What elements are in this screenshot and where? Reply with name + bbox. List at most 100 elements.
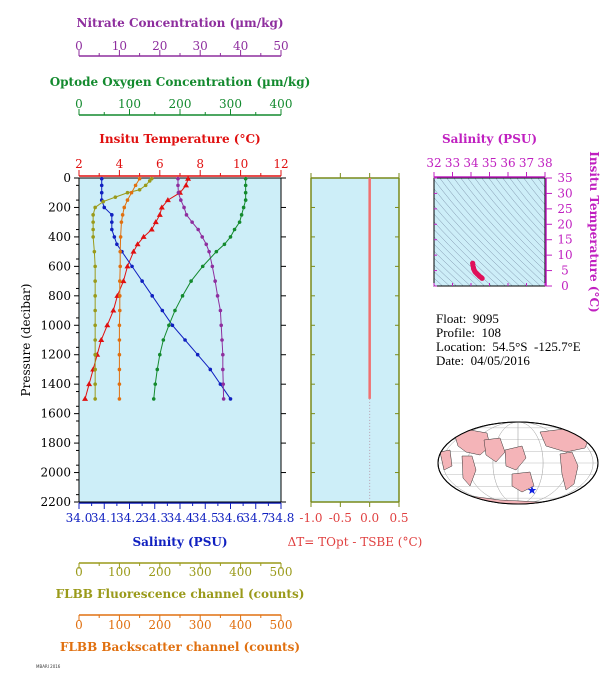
oxygen-point xyxy=(189,279,193,283)
oxygen-point xyxy=(239,213,244,217)
backscatter-axis-label: FLBB Backscatter channel (counts) xyxy=(60,640,300,654)
oxygen-point xyxy=(228,235,233,239)
nitrate-point xyxy=(218,308,223,313)
salinity-point xyxy=(102,205,107,210)
backscatter-point xyxy=(117,367,122,372)
oxygen-tick-label: 200 xyxy=(169,97,192,111)
ts-point xyxy=(479,275,485,281)
ts-density-contour xyxy=(434,243,478,286)
salinity-tick-label: 34.1 xyxy=(91,511,118,525)
oxygen-tick-label: 400 xyxy=(270,97,293,111)
map-landmass xyxy=(559,451,579,491)
backscatter-point xyxy=(122,205,127,210)
ts-density-contour xyxy=(523,178,545,206)
ts-temperature-tick-label: 5 xyxy=(561,264,569,278)
delta-t-axis-label: ΔT= TOpt - TSBE (°C) xyxy=(288,535,423,549)
salinity-tick-label: 34.8 xyxy=(268,511,295,525)
delta-t-tick-label: -0.5 xyxy=(329,511,352,525)
ts-density-contour xyxy=(434,250,471,286)
backscatter-point xyxy=(117,352,122,357)
temperature-point xyxy=(98,337,105,342)
temperature-point xyxy=(120,278,127,284)
salinity-point xyxy=(150,294,155,298)
salinity-tick-label: 34.7 xyxy=(242,511,269,525)
oxygen-point xyxy=(158,352,162,357)
salinity-point xyxy=(218,382,223,386)
delta-t-tick-label: -1.0 xyxy=(299,511,322,525)
ts-density-contour xyxy=(537,178,545,188)
salinity-point xyxy=(170,323,175,328)
temperature-point xyxy=(158,204,165,210)
pressure-tick-label: 0 xyxy=(63,171,71,185)
oxygen-point xyxy=(243,176,248,181)
ts-salinity-tick-label: 35 xyxy=(482,156,497,170)
float-id: Float: 9095 xyxy=(436,311,499,326)
ts-temperature-tick-label: 35 xyxy=(557,171,572,185)
location: Location: 54.5°S -125.7°E xyxy=(436,339,581,354)
pressure-tick-label: 2000 xyxy=(40,466,71,480)
pressure-tick-label: 2200 xyxy=(40,495,71,509)
fluorescence-point xyxy=(93,382,97,386)
nitrate-point xyxy=(215,294,220,298)
nitrate-point xyxy=(176,176,180,181)
nitrate-point xyxy=(196,227,200,232)
fluorescence-point xyxy=(93,205,97,210)
fluorescence-tick-label: 400 xyxy=(229,565,252,579)
temperature-tick-label: 10 xyxy=(233,157,248,171)
backscatter-point xyxy=(117,382,122,386)
ts-temperature-tick-label: 30 xyxy=(557,186,572,200)
temperature-tick-label: 8 xyxy=(196,157,204,171)
fluorescence-point xyxy=(147,179,152,183)
pressure-tick-label: 600 xyxy=(48,259,71,273)
nitrate-point xyxy=(219,323,224,328)
fluorescence-point xyxy=(93,367,97,372)
nitrate-point xyxy=(207,249,211,254)
pressure-tick-label: 400 xyxy=(48,230,71,244)
oxygen-point xyxy=(232,227,237,232)
nitrate-tick-label: 10 xyxy=(112,39,127,53)
map-landmass xyxy=(454,429,491,456)
backscatter-tick-label: 100 xyxy=(108,618,131,632)
nitrate-point xyxy=(190,220,194,224)
temperature-axis-label: Insitu Temperature (°C) xyxy=(99,132,260,146)
pressure-axis-label: Pressure (decibar) xyxy=(19,284,33,397)
oxygen-point xyxy=(243,198,248,202)
nitrate-point xyxy=(179,198,183,202)
fluorescence-point xyxy=(91,227,95,232)
ts-density-contour xyxy=(474,178,545,258)
temperature-point xyxy=(82,395,89,401)
oxygen-point xyxy=(161,338,166,342)
footer-text: MBARI 2016 xyxy=(36,664,61,669)
ts-salinity-tick-label: 34 xyxy=(463,156,479,170)
nitrate-point xyxy=(176,183,180,188)
fluorescence-tick-label: 500 xyxy=(270,565,293,579)
backscatter-point xyxy=(118,294,122,298)
ts-salinity-tick-label: 33 xyxy=(445,156,460,170)
backscatter-point xyxy=(117,323,122,328)
temperature-point xyxy=(164,197,171,203)
ts-density-contour xyxy=(446,178,545,285)
backscatter-tick-label: 200 xyxy=(148,618,171,632)
fluorescence-tick-label: 200 xyxy=(148,565,171,579)
fluorescence-point xyxy=(93,279,97,283)
ts-density-contour xyxy=(516,178,545,214)
salinity-point xyxy=(112,235,117,239)
salinity-tick-label: 34.6 xyxy=(217,511,244,525)
oxygen-axis-label: Optode Oxygen Concentration (µm/kg) xyxy=(50,75,311,89)
date: Date: 04/05/2016 xyxy=(436,353,530,368)
fluorescence-point xyxy=(91,220,95,224)
oxygen-point xyxy=(167,323,171,328)
backscatter-point xyxy=(118,279,122,283)
salinity-tick-label: 34.5 xyxy=(192,511,219,525)
temperature-point xyxy=(110,307,117,313)
salinity-point xyxy=(228,397,233,401)
ts-background xyxy=(434,178,545,286)
oxygen-point xyxy=(155,367,160,372)
backscatter-point xyxy=(118,249,123,254)
map-landmass xyxy=(483,437,506,463)
ts-density-contour xyxy=(434,213,506,286)
map-landmass xyxy=(461,455,477,487)
delta-t-tick-label: 0.0 xyxy=(360,511,379,525)
nitrate-point xyxy=(176,190,181,195)
